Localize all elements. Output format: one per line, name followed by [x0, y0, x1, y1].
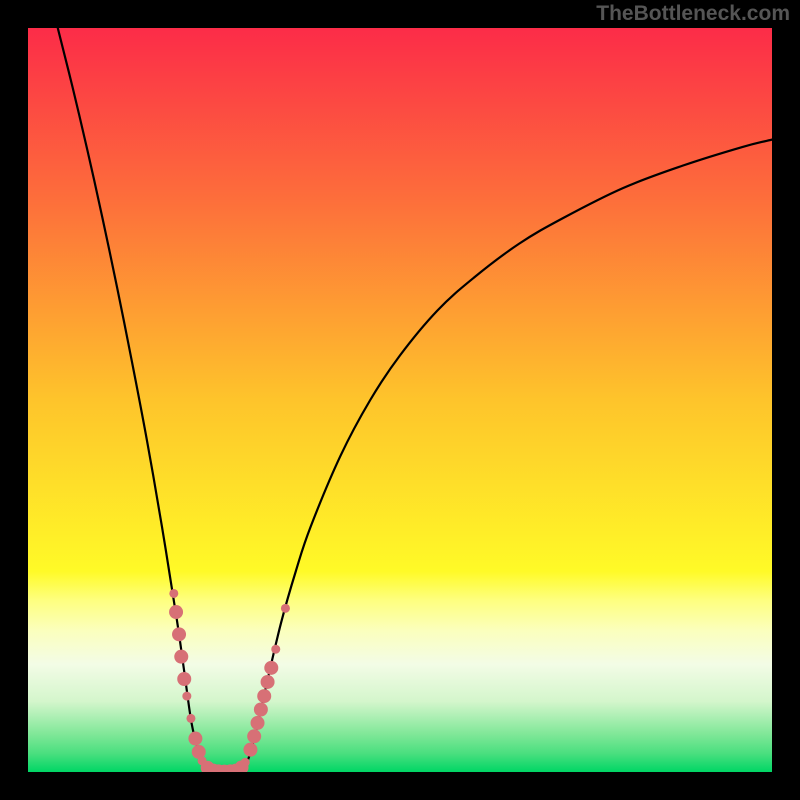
marker-dot: [177, 672, 191, 686]
curve-right-branch: [230, 140, 772, 772]
marker-dot: [186, 714, 195, 723]
marker-dot: [257, 689, 271, 703]
plot-area: [28, 28, 772, 772]
marker-dot: [271, 645, 280, 654]
marker-dot: [182, 692, 191, 701]
watermark-text: TheBottleneck.com: [596, 2, 790, 26]
marker-dot: [254, 703, 268, 717]
marker-dot: [264, 661, 278, 675]
marker-dot: [243, 743, 257, 757]
marker-dot: [241, 758, 250, 767]
marker-dot: [188, 732, 202, 746]
curve-left-branch: [58, 28, 220, 772]
marker-dot: [247, 729, 261, 743]
marker-group: [169, 589, 290, 772]
marker-dot: [281, 604, 290, 613]
plot-svg: [28, 28, 772, 772]
marker-dot: [169, 605, 183, 619]
marker-dot: [174, 650, 188, 664]
chart-frame: TheBottleneck.com: [0, 0, 800, 800]
marker-dot: [169, 589, 178, 598]
marker-dot: [261, 675, 275, 689]
marker-dot: [172, 627, 186, 641]
marker-dot: [251, 716, 265, 730]
